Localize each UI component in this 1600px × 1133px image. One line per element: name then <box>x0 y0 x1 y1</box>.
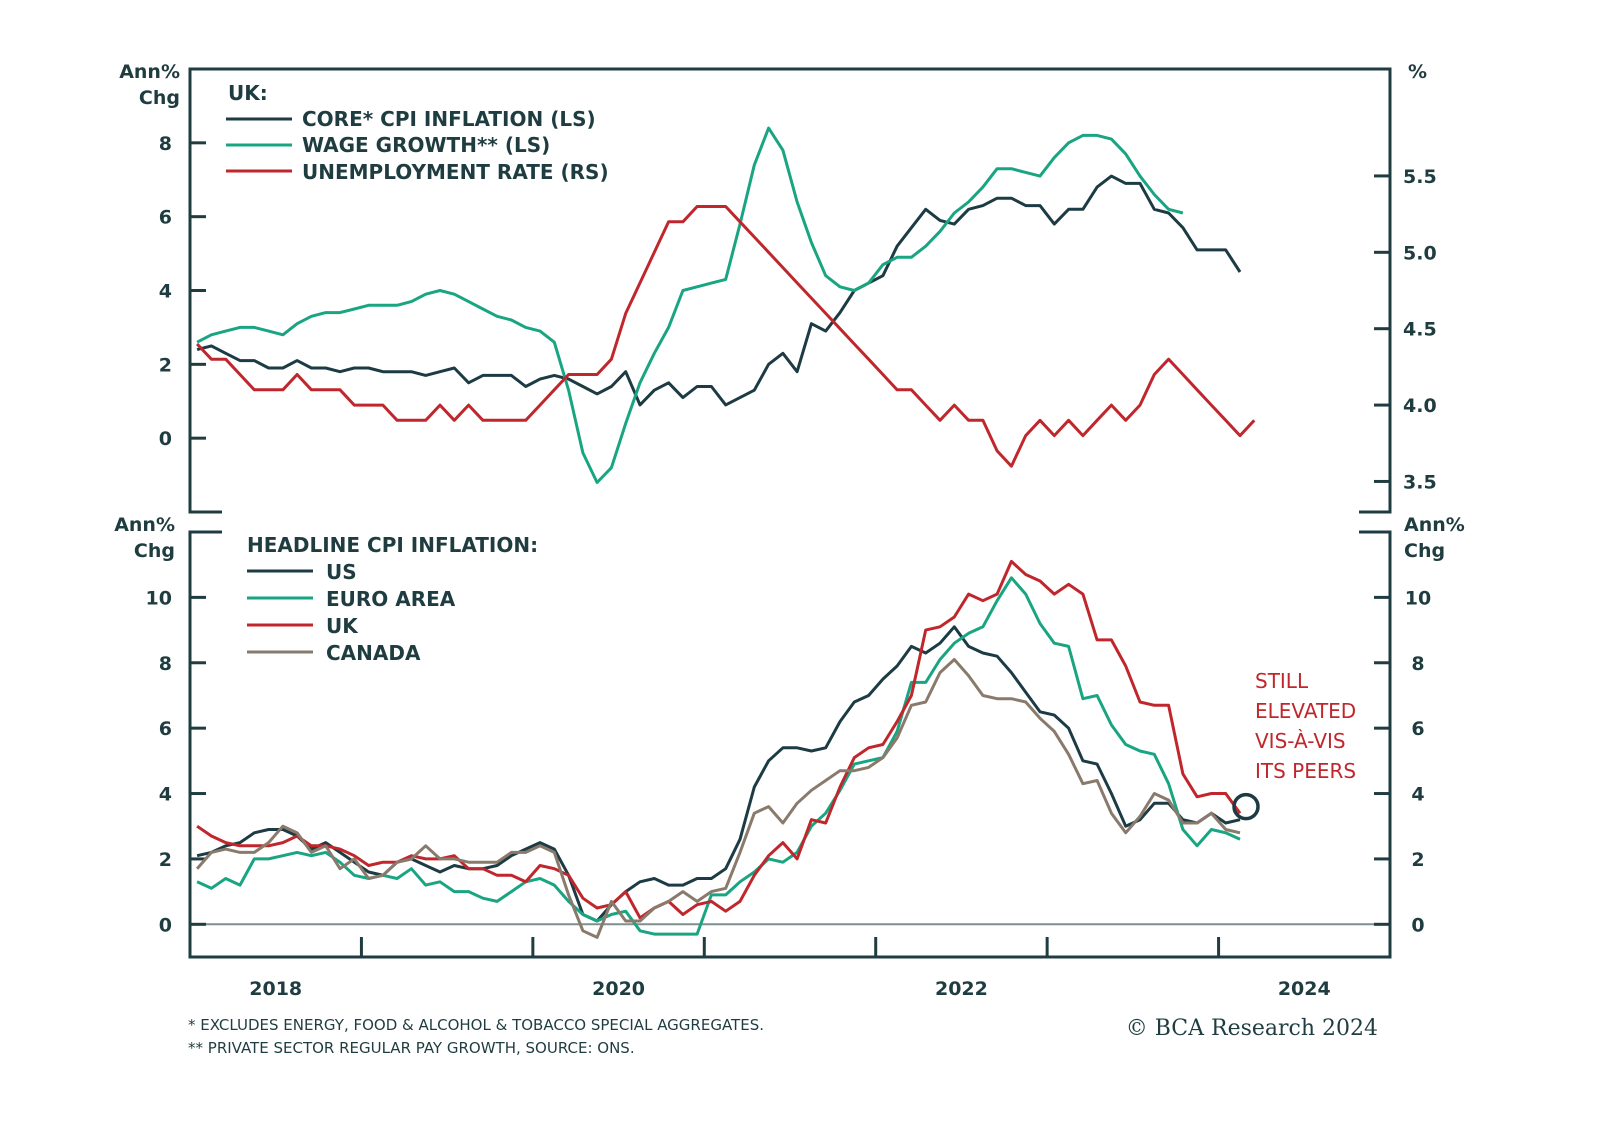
copyright: © BCA Research 2024 <box>1126 1016 1378 1041</box>
y-tick-label-left: 4 <box>159 784 172 806</box>
y-tick-label-left: 2 <box>159 849 172 871</box>
y-tick-label-left: 2 <box>159 354 172 376</box>
top-left-axis-unit-line1: Ann% <box>119 61 180 83</box>
legend-label-wage-growth: WAGE GROWTH** (LS) <box>302 133 550 157</box>
legend-label-canada: CANADA <box>326 641 421 665</box>
bottom-right-axis-unit-line1: Ann% <box>1404 514 1465 536</box>
top-legend-title: UK: <box>228 81 268 105</box>
y-tick-label-left: 6 <box>159 207 172 229</box>
y-tick-label-left: 4 <box>159 281 172 303</box>
annotation-line-4: ITS PEERS <box>1255 759 1356 783</box>
series-line-us <box>196 625 1241 923</box>
footnote-2: ** PRIVATE SECTOR REGULAR PAY GROWTH, SO… <box>188 1039 635 1057</box>
y-tick-label-right: 5.0 <box>1403 242 1437 264</box>
legend-label-euro-area: EURO AREA <box>326 587 456 611</box>
series-line-wage-growth <box>196 126 1184 484</box>
y-tick-label-right: 0 <box>1411 914 1424 936</box>
x-tick-label: 2022 <box>935 978 988 1000</box>
bottom-legend: HEADLINE CPI INFLATION: US EURO AREA UK … <box>247 533 538 665</box>
annotation: STILL ELEVATED VIS-À-VIS ITS PEERS <box>1232 669 1356 821</box>
series-line-unemployment <box>196 205 1256 468</box>
legend-label-uk: UK <box>326 614 359 638</box>
annotation-line-2: ELEVATED <box>1255 699 1356 723</box>
y-tick-label-left: 0 <box>159 428 172 450</box>
series-line-core-cpi <box>196 174 1242 407</box>
headline-cpi-panel: 0 2 4 6 8 10 0 2 4 6 8 10 Ann% Chg Ann% Chg HEADLI… <box>114 514 1465 959</box>
y-tick-label-right: 4 <box>1411 784 1424 806</box>
uk-labour-panel: 0 2 4 6 8 3.5 4.0 4.5 5.0 5.5 Ann% Chg % UK: COR… <box>119 61 1437 514</box>
annotation-line-1: STILL <box>1255 669 1309 693</box>
y-tick-label-right: 2 <box>1411 849 1424 871</box>
top-legend: UK: CORE* CPI INFLATION (LS) WAGE GROWTH… <box>226 81 609 184</box>
y-tick-label-right: 3.5 <box>1403 471 1437 493</box>
x-tick-label: 2024 <box>1278 978 1331 1000</box>
legend-label-unemployment: UNEMPLOYMENT RATE (RS) <box>302 160 609 184</box>
bottom-left-axis-unit-line2: Chg <box>134 540 175 562</box>
legend-label-us: US <box>326 560 357 584</box>
top-panel-frame <box>188 67 1392 514</box>
highlight-circle <box>1232 792 1260 821</box>
y-tick-label-left: 8 <box>159 133 172 155</box>
y-tick-label-right: 5.5 <box>1403 166 1437 188</box>
top-left-axis-unit-line2: Chg <box>139 87 180 109</box>
footnote-1: * EXCLUDES ENERGY, FOOD & ALCOHOL & TOBA… <box>188 1016 764 1034</box>
legend-label-core-cpi: CORE* CPI INFLATION (LS) <box>302 107 596 131</box>
bottom-right-axis-unit-line2: Chg <box>1404 540 1445 562</box>
y-tick-label-right: 4.0 <box>1403 395 1437 417</box>
series-line-canada <box>195 658 1241 939</box>
y-tick-label-left: 10 <box>146 587 172 609</box>
x-tick-label: 2018 <box>249 978 302 1000</box>
y-tick-label-right: 4.5 <box>1403 319 1437 341</box>
top-right-axis-unit: % <box>1408 61 1427 83</box>
y-tick-label-right: 8 <box>1411 653 1424 675</box>
x-tick-label: 2020 <box>592 978 645 1000</box>
series-line-uk <box>196 559 1242 920</box>
y-tick-label-left: 6 <box>159 718 172 740</box>
annotation-line-3: VIS-À-VIS <box>1255 729 1346 753</box>
bottom-panel-frame <box>188 530 1392 959</box>
bottom-left-axis-unit-line1: Ann% <box>114 514 175 536</box>
y-tick-label-right: 6 <box>1411 718 1424 740</box>
y-tick-label-left: 0 <box>159 914 172 936</box>
y-tick-label-left: 8 <box>159 653 172 675</box>
y-tick-label-right: 10 <box>1405 587 1431 609</box>
bottom-legend-title: HEADLINE CPI INFLATION: <box>247 533 538 557</box>
